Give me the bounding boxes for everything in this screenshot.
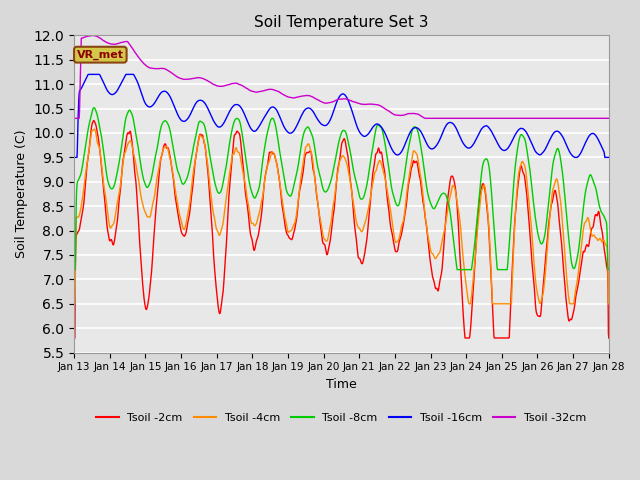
Text: VR_met: VR_met [77, 49, 124, 60]
X-axis label: Time: Time [326, 378, 357, 391]
Legend: Tsoil -2cm, Tsoil -4cm, Tsoil -8cm, Tsoil -16cm, Tsoil -32cm: Tsoil -2cm, Tsoil -4cm, Tsoil -8cm, Tsoi… [92, 409, 591, 428]
Title: Soil Temperature Set 3: Soil Temperature Set 3 [254, 15, 429, 30]
Y-axis label: Soil Temperature (C): Soil Temperature (C) [15, 130, 28, 258]
